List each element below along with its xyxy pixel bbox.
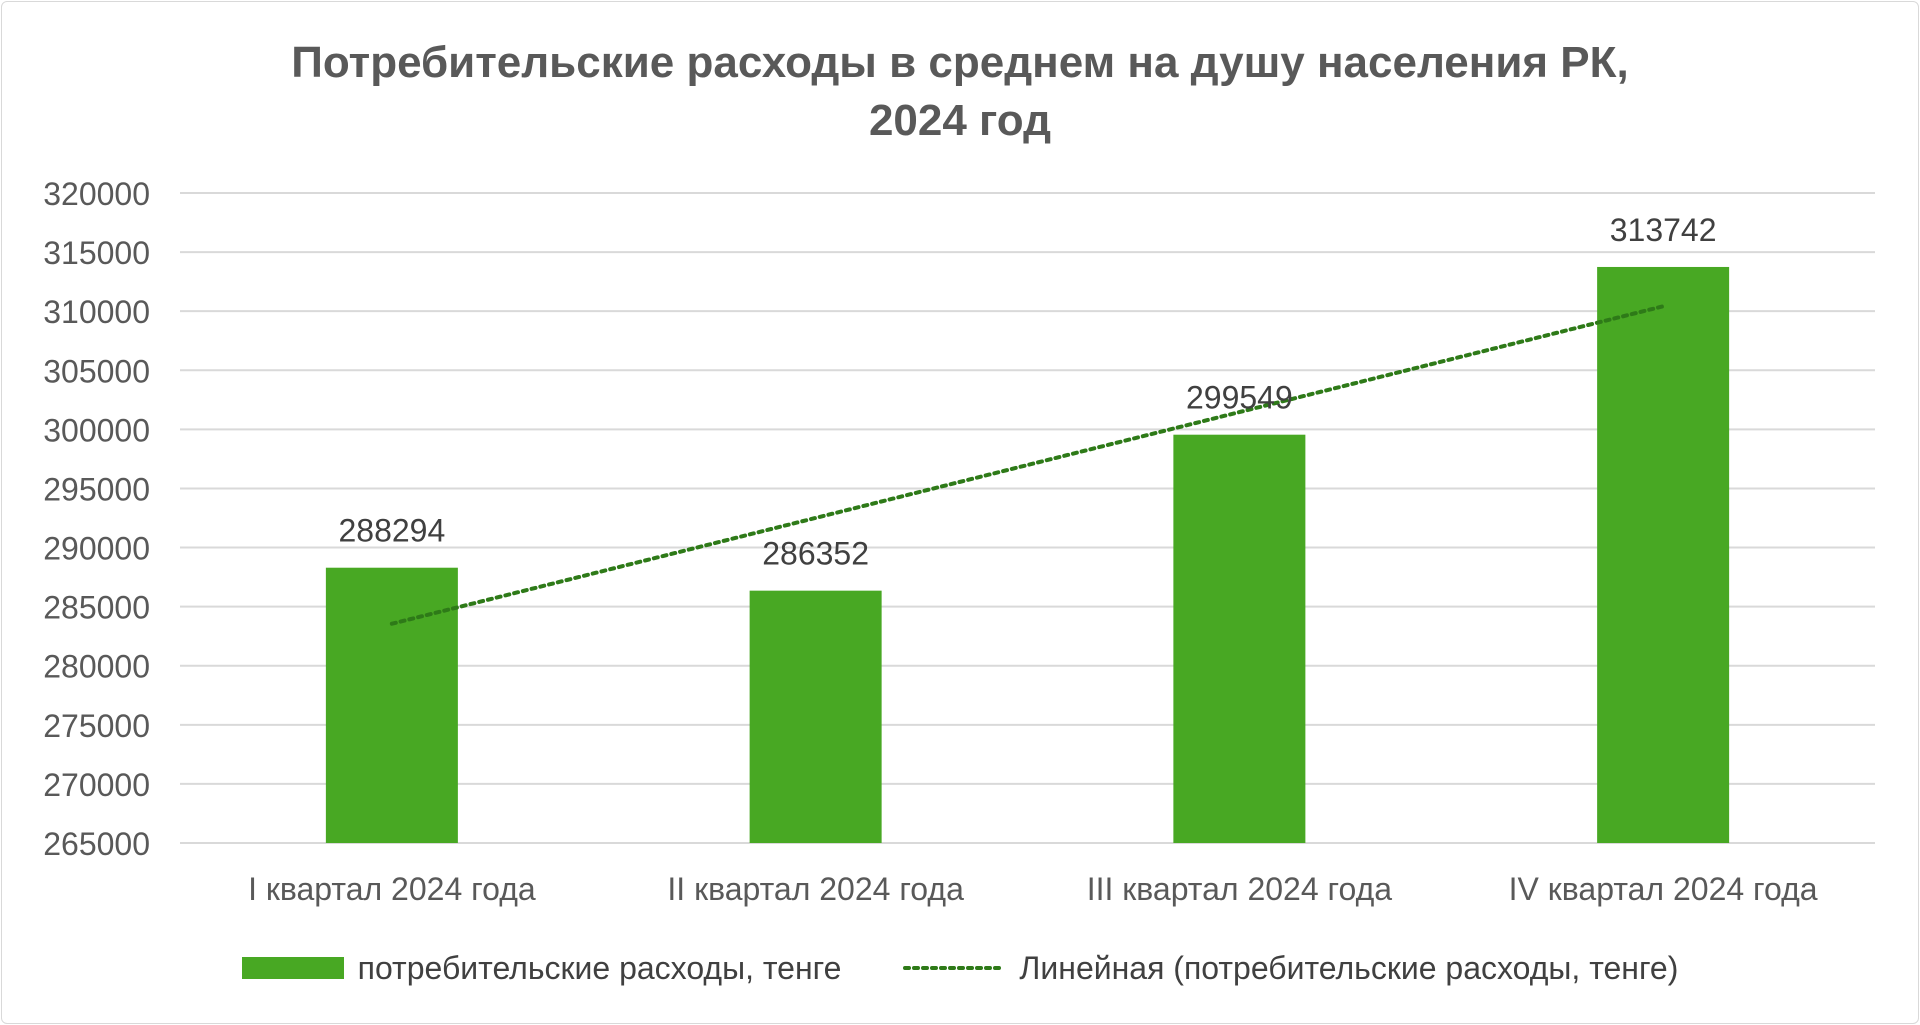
y-tick-label-280000: 280000 [43, 649, 150, 685]
legend-label-bars: потребительские расходы, тенге [357, 949, 842, 986]
x-tick-label-1: I квартал 2024 года [248, 871, 536, 907]
y-tick-label-265000: 265000 [43, 826, 150, 862]
y-tick-label-295000: 295000 [43, 471, 150, 507]
data-label-1: 288294 [338, 513, 445, 549]
y-tick-label-290000: 290000 [43, 531, 150, 567]
y-tick-label-275000: 275000 [43, 708, 150, 744]
legend-item-trendline[interactable]: Линейная (потребительские расходы, тенге… [903, 950, 1678, 987]
x-tick-label-2: II квартал 2024 года [667, 871, 964, 907]
y-tick-label-305000: 305000 [43, 353, 150, 389]
x-tick-label-4: IV квартал 2024 года [1509, 871, 1818, 907]
bar-3 [1173, 434, 1306, 843]
data-label-3: 299549 [1186, 380, 1293, 416]
trendline-linear [389, 304, 1666, 626]
legend-label-trendline: Линейная (потребительские расходы, тенге… [1019, 949, 1679, 986]
legend-swatch-bar [241, 957, 344, 979]
chart-title-line-1: Потребительские расходы в среднем на душ… [291, 38, 1629, 87]
bars [325, 266, 1730, 843]
y-tick-label-310000: 310000 [43, 294, 150, 330]
bar-1 [325, 567, 458, 843]
y-tick-label-285000: 285000 [43, 590, 150, 626]
legend-item-bars[interactable]: потребительские расходы, тенге [241, 949, 842, 987]
legend-swatch-trendline [903, 966, 1006, 970]
y-axis-tick-labels: 265000 270000 275000 280000 285000 290000 2950… [43, 176, 150, 862]
chart-title: Потребительские расходы в среднем на душ… [0, 34, 1920, 150]
x-tick-label-3: III квартал 2024 года [1087, 871, 1393, 907]
bar-4 [1597, 266, 1730, 843]
data-label-4: 313742 [1610, 212, 1717, 248]
y-tick-label-320000: 320000 [43, 176, 150, 212]
y-tick-label-270000: 270000 [43, 767, 150, 803]
y-tick-label-300000: 300000 [43, 412, 150, 448]
x-axis-tick-labels: I квартал 2024 года II квартал 2024 года I… [248, 871, 1818, 907]
trendline [389, 304, 1666, 626]
legend: потребительские расходы, тенге Линейная … [0, 946, 1920, 990]
chart-title-line-2: 2024 год [868, 96, 1052, 145]
data-labels: 288294 286352 299549 313742 [338, 212, 1716, 572]
y-tick-label-315000: 315000 [43, 235, 150, 271]
bar-2 [749, 590, 882, 843]
data-label-2: 286352 [762, 536, 869, 572]
gridlines [180, 192, 1875, 844]
